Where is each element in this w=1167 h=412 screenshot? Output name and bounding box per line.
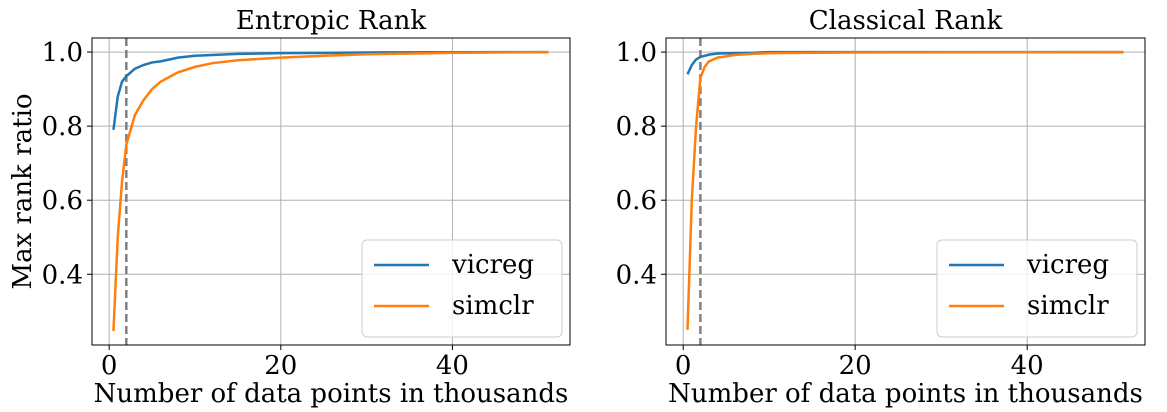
- y-tick-label: 1.0: [616, 38, 657, 68]
- data-line: [686, 50, 1124, 75]
- x-tick-label: 40: [1011, 351, 1044, 381]
- chart-title: Classical Rank: [809, 6, 1003, 36]
- x-axis-label: Number of data points in thousands: [94, 379, 569, 409]
- axes-frame: [665, 37, 1146, 346]
- x-axis-label: Number of data points in thousands: [668, 379, 1143, 409]
- chart-title: Entropic Rank: [236, 6, 426, 36]
- data-line: [686, 50, 1124, 330]
- y-axis-label: Max rank ratio: [8, 93, 38, 289]
- legend-label: simclr: [452, 291, 534, 321]
- y-tick-label: 0.8: [42, 112, 83, 142]
- axes-frame: [91, 37, 571, 346]
- x-tick-label: 40: [436, 351, 469, 381]
- legend-label: vicreg: [451, 250, 534, 280]
- data-line: [112, 50, 549, 131]
- x-tick-label: 0: [101, 351, 118, 381]
- legend-label: simclr: [1027, 291, 1109, 321]
- y-tick-label: 0.6: [42, 186, 83, 216]
- data-line: [112, 50, 549, 331]
- x-tick-label: 0: [675, 351, 692, 381]
- y-tick-label: 0.6: [616, 186, 657, 216]
- x-tick-label: 20: [839, 351, 872, 381]
- y-tick-label: 1.0: [42, 38, 83, 68]
- y-tick-label: 0.8: [616, 112, 657, 142]
- y-tick-label: 0.4: [42, 260, 83, 290]
- legend-label: vicreg: [1026, 250, 1109, 280]
- x-tick-label: 20: [264, 351, 297, 381]
- y-tick-label: 0.4: [616, 260, 657, 290]
